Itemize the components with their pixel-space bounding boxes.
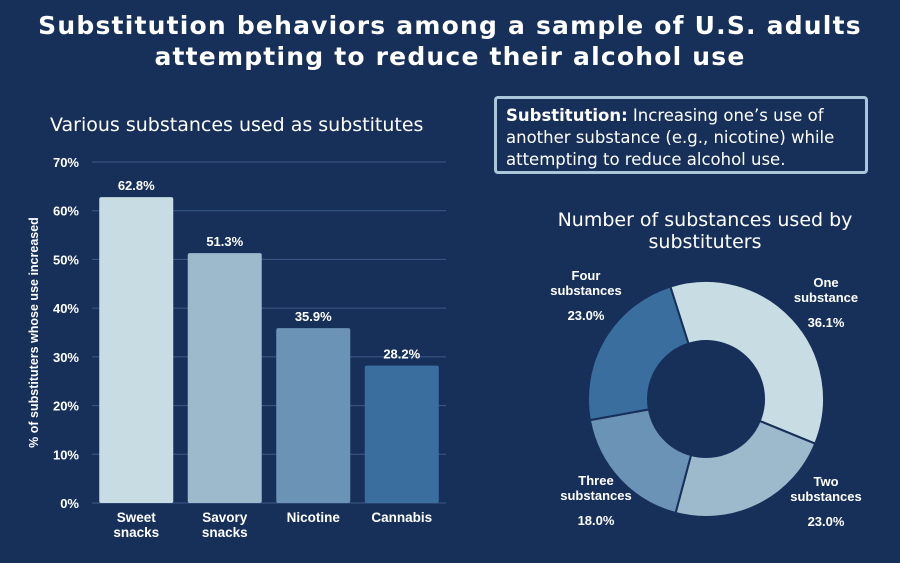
y-tick-label: 0% [60,496,79,511]
y-tick-label: 70% [53,155,79,170]
x-category-label: Cannabis [371,510,432,525]
slice-name-label: Two [813,474,838,489]
slice-name-label: Four [572,268,601,283]
x-category-label: snacks [202,525,248,540]
donut-slice [587,285,690,422]
slice-name-label: substances [560,488,632,503]
bar-chart-title: Various substances used as substitutes [50,114,424,136]
bar [187,253,262,503]
x-category-label: Sweet [117,510,157,525]
bar [364,365,439,503]
donut-slice [669,280,825,445]
bar-value-label: 51.3% [206,234,243,249]
slice-value-label: 18.0% [578,513,615,528]
bar-value-label: 28.2% [383,347,420,362]
bar-value-label: 62.8% [118,178,155,193]
bar [99,197,174,503]
definition-box: Substitution: Increasing one’s use of an… [494,96,868,174]
page-title: Substitution behaviors among a sample of… [0,10,900,72]
bar-chart: 0% 10% 20% 30% 40% 50% 60% 70% % of substituters… [27,155,446,540]
x-category-label: Savory [202,510,248,525]
y-tick-label: 20% [53,399,79,414]
donut-slice [674,419,817,518]
page-title-line-2: attempting to reduce their alcohol use [154,42,746,71]
slice-value-label: 36.1% [808,315,845,330]
x-category-label: snacks [113,525,159,540]
definition-text: Increasing one’s use of another substanc… [506,106,835,169]
y-tick-label: 50% [53,252,79,267]
bar-value-label: 35.9% [295,309,332,324]
x-category-label: Nicotine [287,510,341,525]
donut-chart: Onesubstance36.1%Twosubstances23.0%Three… [550,268,862,529]
slice-value-label: 23.0% [568,308,605,323]
y-tick-label: 40% [53,301,79,316]
slice-name-label: substances [550,283,622,298]
slice-name-label: Three [578,473,613,488]
y-tick-label: 10% [53,447,79,462]
donut-chart-title: Number of substances used by substituter… [557,209,853,253]
definition-term: Substitution: [506,106,628,125]
slice-name-label: substance [794,290,858,305]
page-title-line-1: Substitution behaviors among a sample of… [38,11,862,40]
y-axis-label: % of substituters whose use increased [27,217,41,448]
y-tick-label: 60% [53,204,79,219]
slice-value-label: 23.0% [808,514,845,529]
slice-name-label: One [813,275,838,290]
y-tick-label: 30% [53,350,79,365]
bar [276,328,351,503]
slice-name-label: substances [790,489,862,504]
